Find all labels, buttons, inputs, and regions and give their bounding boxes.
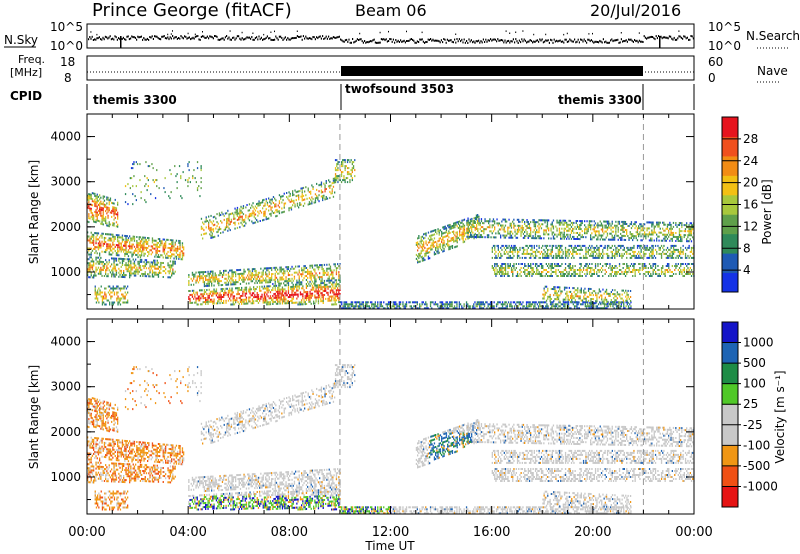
station-title: Prince George (fitACF) [92,0,292,21]
velocity-colorbar: 1000 500 100 25 -25 -100 -500 -1000 [721,321,778,508]
colorbar-swatch [722,445,738,467]
power-ylabel: Slant Range [km] [27,160,41,264]
colorbar-tick-label: 12 [743,219,758,233]
cpid-segment-3: themis 3300 [558,93,642,107]
nave-block [341,66,643,76]
colorbar-tick-label: 20 [743,176,758,190]
y-tick-label: 1000 [50,470,81,484]
x-tick-label: 00:00 [675,525,712,540]
colorbar-swatch [722,253,738,274]
freq-label-1: Freq. [18,53,45,66]
colorbar-swatch [722,383,738,405]
y-tick-label: 4000 [50,130,81,144]
colorbar-swatch [722,117,738,137]
x-tick-labels: 00:00 04:00 08:00 12:00 16:00 20:00 00:00 [68,525,712,540]
colorbar-tick-label: 8 [743,241,751,255]
x-tick-label: 04:00 [169,525,206,540]
cpid-strip: CPID themis 3300 twofsound 3503 themis 3… [10,82,695,110]
nsky-tick-top: 10^5 [50,20,83,34]
colorbar-swatch [722,486,738,508]
x-tick-label: 12:00 [372,525,409,540]
colorbar-tick-label: 16 [743,198,758,212]
nsky-label: N.Sky [4,33,38,47]
colorbar-tick-label: 24 [743,154,758,168]
colorbar-swatch [722,404,738,426]
power-colorbar: 4 8 12 16 20 24 28 [721,116,758,293]
nsearch-tick-bottom: 10^0 [708,39,741,53]
y-tick-label: 2000 [50,425,81,439]
cpid-segment-2: twofsound 3503 [345,82,454,96]
nsearch-tick-top: 10^5 [708,20,741,34]
colorbar-swatch [722,465,738,487]
velocity-axes: 1000 2000 3000 4000 [50,319,695,514]
colorbar-swatch [722,322,738,344]
y-tick-label: 3000 [50,380,81,394]
colorbar-tick-label: 100 [743,377,766,391]
beam-title: Beam 06 [355,1,427,20]
colorbar-swatch [722,272,738,293]
x-axis-title: Time UT [364,539,415,553]
x-tick-label: 16:00 [473,525,510,540]
nave-tick-top: 60 [708,55,723,69]
velocity-ylabel: Slant Range [km] [27,365,41,469]
y-tick-label: 4000 [50,335,81,349]
date-title: 20/Jul/2016 [590,1,681,20]
colorbar-tick-label: -500 [743,459,770,473]
colorbar-swatch [722,342,738,364]
colorbar-tick-label: 25 [743,397,758,411]
cpid-segment-1: themis 3300 [93,93,177,107]
power-panel: 1000 2000 3000 4000 Slant Range [km] 4 8 12 16… [27,113,774,310]
colorbar-tick-label: -100 [743,438,770,452]
colorbar-tick-label: 28 [743,132,758,146]
nsearch-label: N.Search [746,29,800,43]
colorbar-tick-label: 4 [743,263,751,277]
colorbar-swatch [722,424,738,446]
nsky-trace [88,30,694,48]
nsky-tick-bottom: 10^0 [50,39,83,53]
nave-label: Nave [757,64,788,78]
power-heatmap [87,159,695,310]
colorbar-swatch [722,363,738,385]
x-tick-label: 08:00 [271,525,308,540]
nsky-strip: N.Sky 10^5 10^0 10^5 10^0 N.Search [4,20,800,53]
power-colorbar-label: Power [dB] [760,179,774,244]
colorbar-tick-label: -1000 [743,479,778,493]
colorbar-swatch [722,233,738,254]
colorbar-tick-label: 500 [743,356,766,370]
x-tick-label: 20:00 [574,525,611,540]
power-axes: 1000 2000 3000 4000 [50,114,695,309]
freq-tick-top: 18 [60,55,75,69]
colorbar-tick-label: -25 [743,418,763,432]
x-tick-label: 00:00 [68,525,105,540]
freq-strip: Freq. [MHz] 18 8 60 0 Nave [10,53,788,85]
y-tick-label: 1000 [50,265,81,279]
y-tick-label: 3000 [50,175,81,189]
cpid-label: CPID [10,89,42,103]
velocity-panel: 1000 2000 3000 4000 Slant Range [km] 1000 50… [27,318,787,515]
colorbar-swatch [722,155,738,176]
velocity-colorbar-label: Velocity [m s⁻¹] [773,370,787,463]
colorbar-swatch [722,214,738,235]
colorbar-swatch [722,175,738,196]
freq-tick-bottom: 8 [64,71,72,85]
nave-tick-bottom: 0 [708,71,716,85]
colorbar-swatch [722,136,738,157]
y-tick-label: 2000 [50,220,81,234]
colorbar-tick-label: 1000 [743,336,774,350]
velocity-heatmap [87,364,695,515]
freq-label-2: [MHz] [10,66,42,79]
